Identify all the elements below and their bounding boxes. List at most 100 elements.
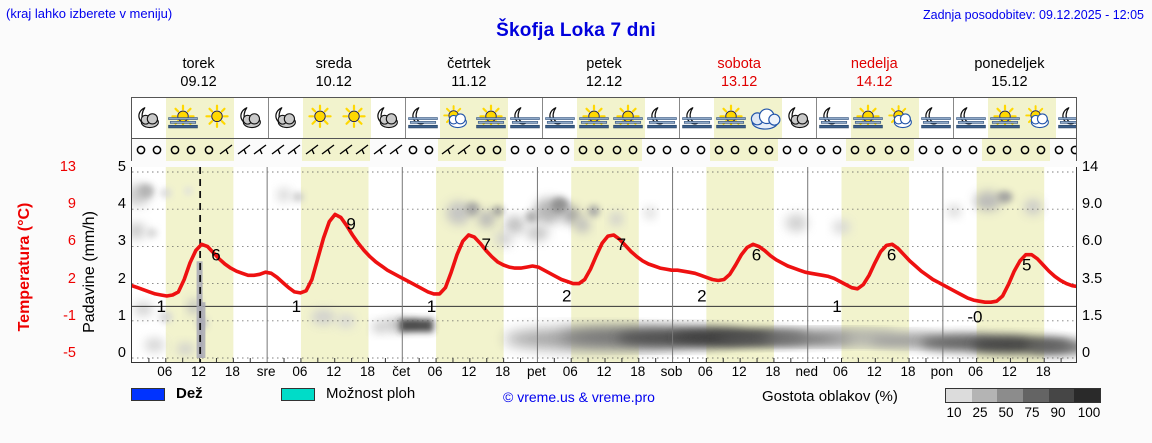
sun-cloud-icon (885, 98, 919, 138)
wind-barb (880, 139, 914, 161)
cloud-density-value-1: 25 (972, 405, 988, 420)
wind-day-0 (132, 139, 268, 161)
icon-day-6 (954, 98, 1076, 138)
wind-day-5 (812, 139, 948, 161)
x-axis-label-4: 06 (292, 364, 308, 379)
wind-barb (778, 139, 812, 161)
wind-day-3 (540, 139, 676, 161)
wind-barb (1050, 139, 1076, 161)
wind-barb (710, 139, 744, 161)
wind-barb (132, 139, 166, 161)
cloud-density-value-2: 50 (998, 405, 1014, 420)
cloud-density-value-3: 75 (1024, 405, 1040, 420)
icon-day-1 (269, 98, 406, 138)
moon-cloud-icon (234, 98, 268, 138)
x-axis-label-21: 12 (866, 364, 882, 379)
chart-legend: Dež Možnost ploh © vreme.us & vreme.pro … (0, 385, 1152, 425)
moon-fog-icon (543, 98, 577, 138)
x-axis-label-9: 12 (461, 364, 477, 379)
precipitation-axis-title: Padavine (mm/h) (81, 211, 98, 333)
sun-fog-icon (988, 98, 1022, 138)
cloud-density-value-0: 10 (946, 405, 962, 420)
cloud-height-tick-3: 3.5 (1082, 270, 1103, 287)
x-axis-label-17: 12 (731, 364, 747, 379)
icon-day-3 (543, 98, 680, 138)
temperature-tick-3: 2 (67, 270, 76, 287)
temperature-point-label: 5 (1022, 256, 1031, 275)
temperature-tick-1: 9 (67, 196, 76, 213)
day-date: 09.12 (180, 74, 217, 90)
sun-cloud-icon (1022, 98, 1056, 138)
day-date: 14.12 (856, 74, 893, 90)
temperature-point-label: 1 (292, 297, 301, 316)
x-axis-label-26: 18 (1035, 364, 1051, 379)
temperature-point-label: 6 (887, 245, 896, 264)
weather-icon-band (131, 97, 1077, 139)
moon-fog-icon (680, 98, 714, 138)
wind-barb (166, 139, 200, 161)
x-axis-label-18: 18 (765, 364, 781, 379)
x-axis-label-19: ned (795, 364, 818, 379)
cloud-density-step-3 (1023, 389, 1049, 402)
wind-barb (438, 139, 472, 161)
wind-barb (302, 139, 336, 161)
sun-fog-icon (714, 98, 748, 138)
day-header-2: četrtek 11.12 (401, 55, 536, 97)
sun-fog-icon (611, 98, 645, 138)
x-axis-label-20: 06 (832, 364, 849, 379)
sun-icon (303, 98, 337, 138)
x-axis-label-12: 06 (562, 364, 578, 379)
day-header-3: petek 12.12 (536, 55, 671, 97)
x-axis-label-25: 12 (1001, 364, 1017, 379)
moon-fog-icon (645, 98, 679, 138)
day-name: nedelja (850, 56, 898, 72)
cloud-density-value-5: 100 (1077, 405, 1101, 420)
showers-legend-label: Možnost ploh (326, 385, 416, 402)
x-axis-label-0: 06 (157, 364, 173, 379)
temperature-tick-4: -1 (63, 307, 76, 324)
day-header-1: sreda 10.12 (266, 55, 401, 97)
day-date: 11.12 (451, 74, 487, 90)
sun-cloud-icon (440, 98, 474, 138)
sun-fog-icon (474, 98, 508, 138)
sun-fog-icon (166, 98, 200, 138)
wind-barb (846, 139, 880, 161)
temperature-point-label: 2 (697, 287, 706, 306)
moon-cloud-icon (132, 98, 166, 138)
x-axis-label-10: 18 (495, 364, 511, 379)
temperature-point-label: 1 (427, 297, 436, 316)
rain-legend-label: Dež (176, 385, 203, 402)
icon-day-4 (680, 98, 817, 138)
cloud-density-step-0 (946, 389, 972, 402)
cloud-density-value-4: 90 (1050, 405, 1066, 420)
day-date: 13.12 (720, 74, 758, 90)
moon-fog-icon (919, 98, 953, 138)
rain-color-swatch (131, 388, 165, 401)
precipitation-tick-0: 5 (117, 159, 126, 175)
temperature-point-label: 2 (562, 287, 571, 306)
x-axis-label-1: 12 (191, 364, 207, 379)
wind-barb (608, 139, 642, 161)
wind-barb (268, 139, 302, 161)
day-date: 12.12 (585, 74, 623, 90)
precipitation-tick-3: 2 (117, 270, 126, 287)
day-name: petek (586, 56, 622, 72)
wind-barb (982, 139, 1016, 161)
cloud-density-step-2 (997, 389, 1024, 402)
day-name: ponedeljek (974, 56, 1045, 72)
forecast-plot: 1 6 1 9 1 7 2 7 2 6 1 6 -0 5 (131, 167, 1077, 363)
temperature-point-label: 1 (157, 297, 166, 316)
day-header-0: torek 09.12 (131, 55, 266, 97)
showers-color-swatch (281, 388, 315, 401)
cloud-height-tick-5: 0 (1082, 345, 1091, 361)
cloud-height-axis-ticks: 14 9.0 6.0 3.5 1.5 0 (1082, 159, 1122, 370)
icon-day-5 (817, 98, 954, 138)
icon-day-2 (406, 98, 543, 138)
wind-barb (812, 139, 846, 161)
menu-hint-text: (kraj lahko izberete v meniju) (6, 6, 173, 21)
wind-barb (234, 139, 268, 161)
cloud-density-step-4 (1048, 389, 1075, 402)
x-axis-label-7: čet (392, 364, 411, 379)
cloud-height-tick-2: 6.0 (1082, 233, 1103, 250)
temperature-point-label: 7 (617, 235, 626, 254)
